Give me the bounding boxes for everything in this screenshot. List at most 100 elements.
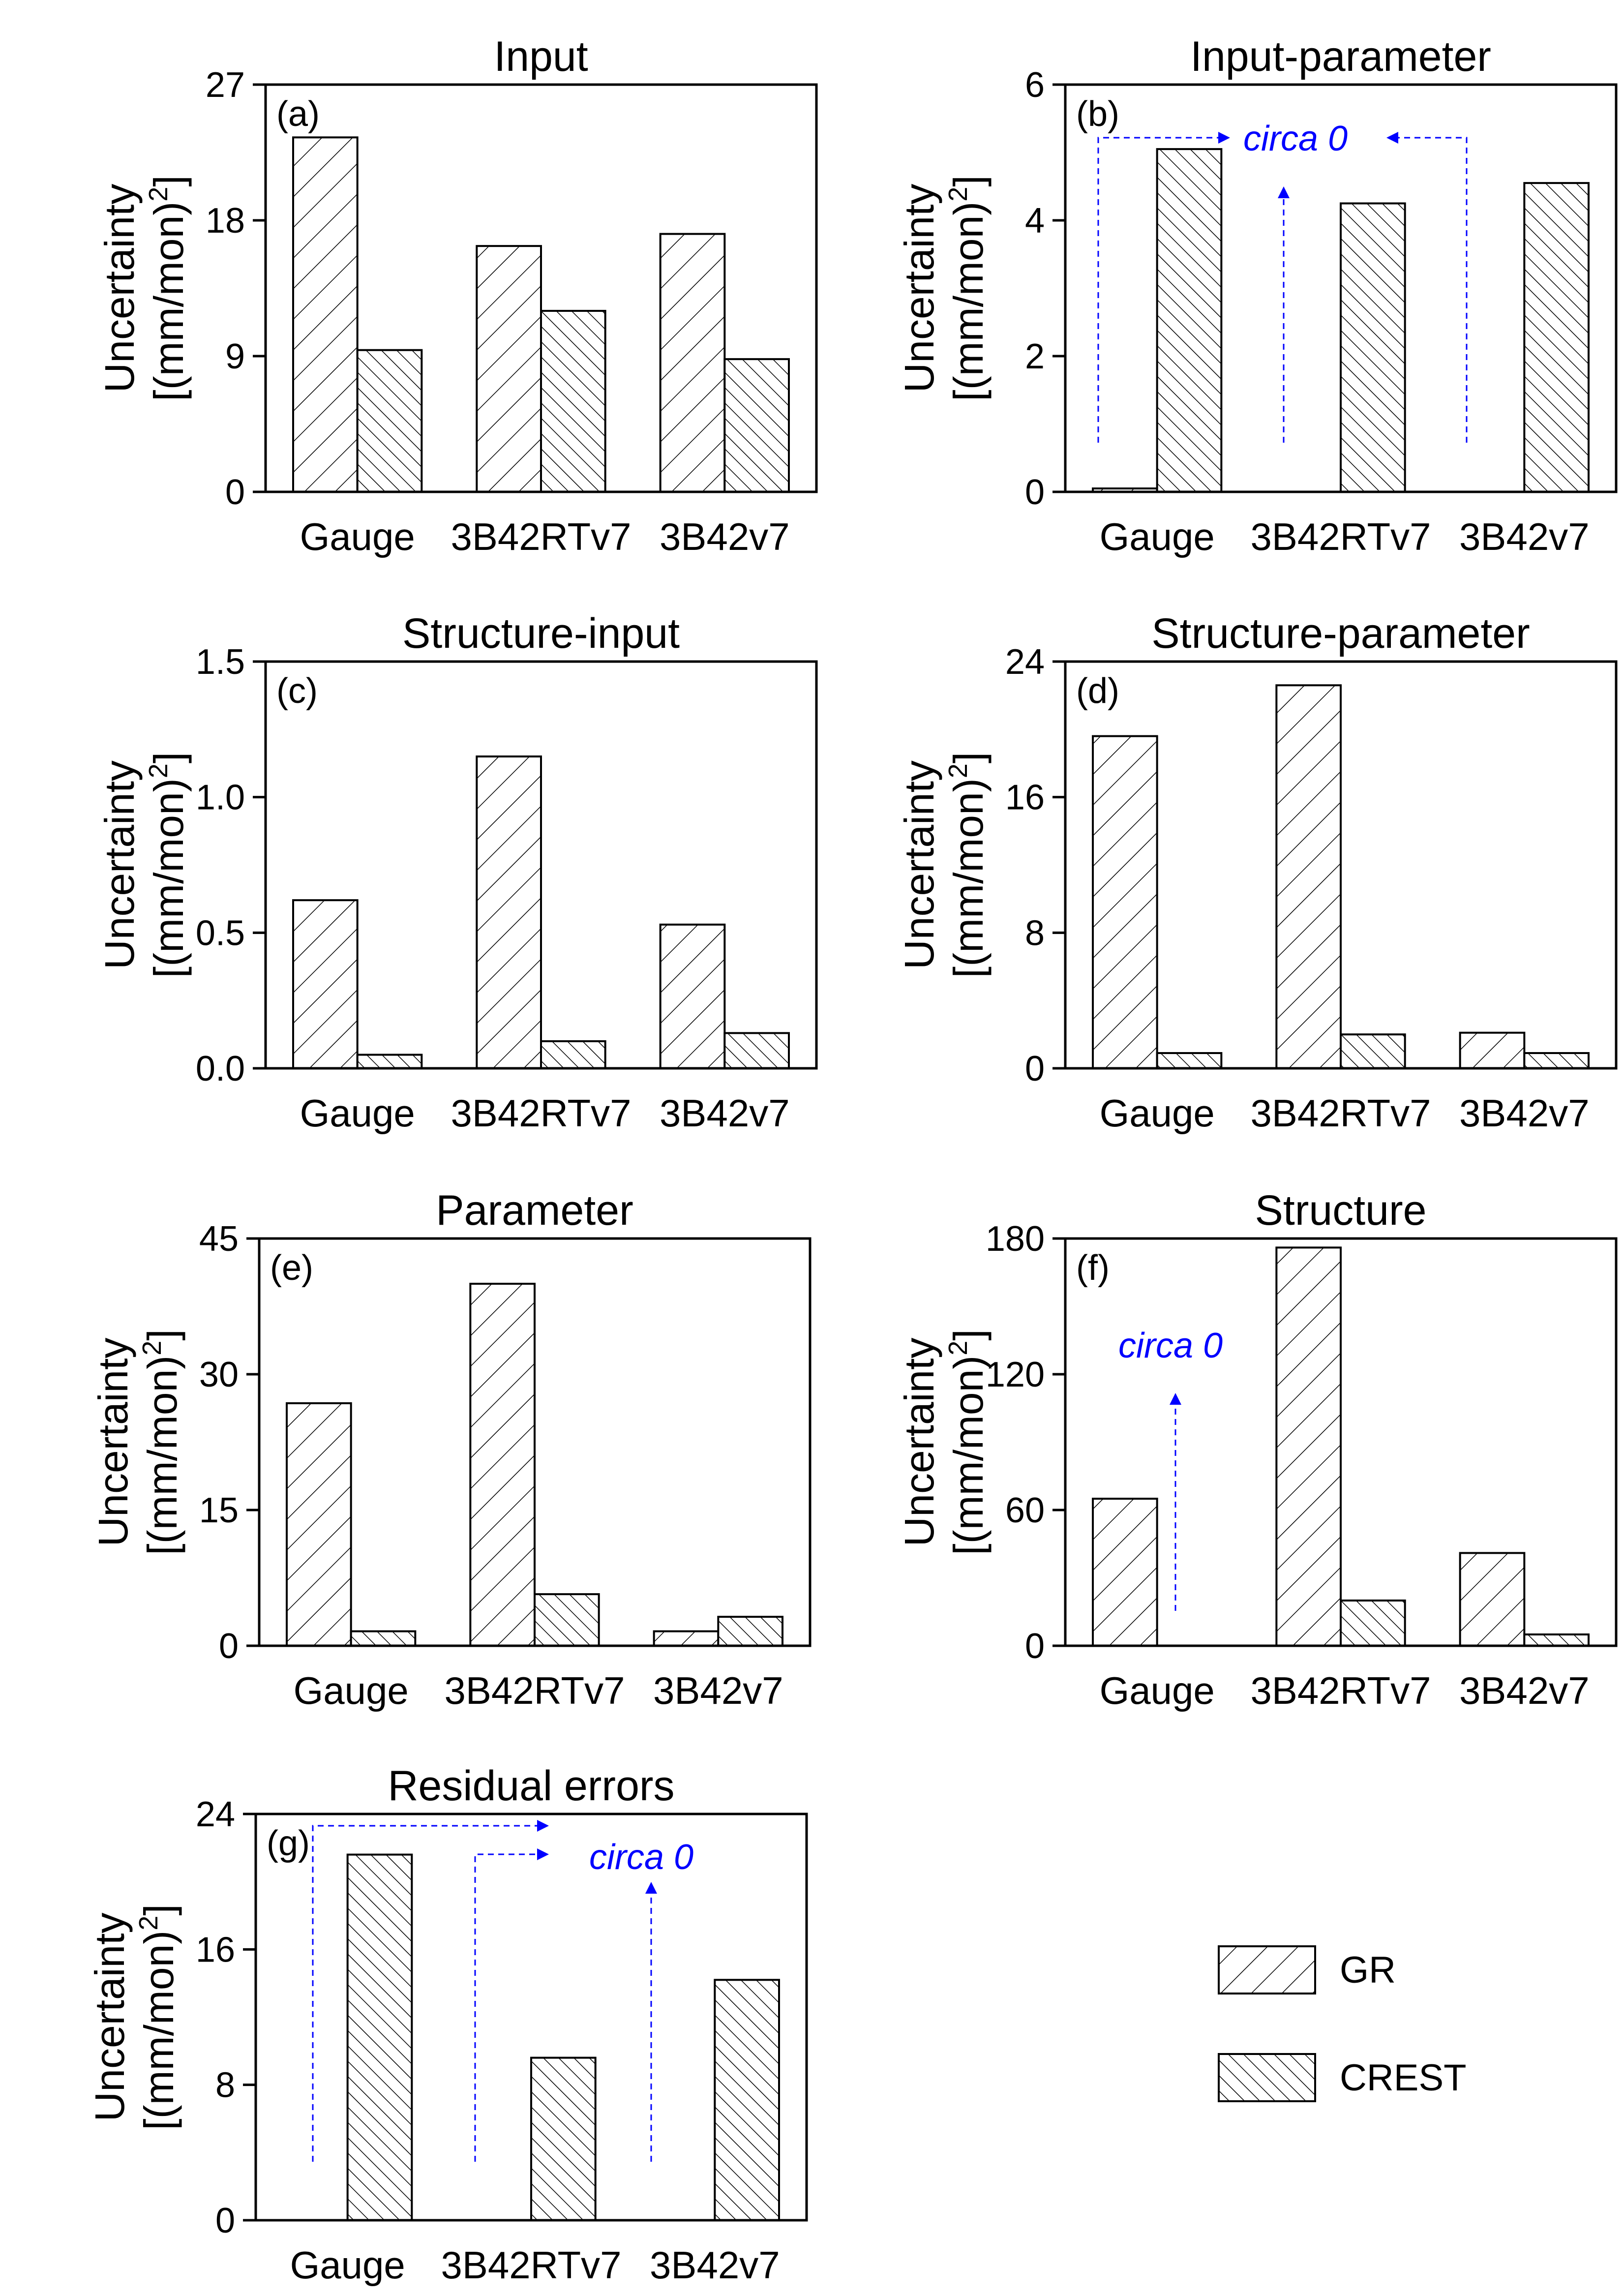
bar-gr-gauge bbox=[292, 136, 359, 493]
y-tick-label: 60 bbox=[1005, 1491, 1045, 1530]
bar-crest-3b42rtv7 bbox=[1340, 1600, 1406, 1647]
y-units-exponent: 2 bbox=[943, 187, 973, 202]
y-axis-label: Uncertainty bbox=[87, 1913, 133, 2122]
plot-frame bbox=[1064, 83, 1618, 493]
y-axis-units: [(mm/mon)2] bbox=[134, 1904, 182, 2130]
y-tick-label: 0 bbox=[1025, 1627, 1045, 1666]
bar-gr-3b42v7 bbox=[653, 1630, 720, 1647]
bar-gr-3b42rtv7 bbox=[476, 755, 542, 1069]
bar-gr-3b42v7 bbox=[659, 923, 726, 1069]
y-tick-label: 18 bbox=[206, 201, 245, 241]
chart-title: Input bbox=[494, 33, 588, 80]
x-tick-label: 3B42v7 bbox=[650, 2243, 780, 2287]
x-tick-label: Gauge bbox=[300, 515, 415, 558]
x-tick-label: Gauge bbox=[300, 1091, 415, 1135]
bar-gr-gauge bbox=[1092, 1498, 1158, 1647]
chart-panel-e: Gauge 3B42RTv7 3B42v7 0 15 30 45 Parameter (e) Un… bbox=[90, 1187, 812, 1712]
annotation-arrow bbox=[312, 1820, 549, 2162]
y-units-base: [(mm/mon) bbox=[139, 1356, 185, 1555]
y-units-bracket: ] bbox=[139, 1329, 185, 1340]
y-tick-label: 0.0 bbox=[196, 1049, 245, 1088]
annotation-note: circa 0 bbox=[1243, 119, 1348, 158]
legend-label-gr: GR bbox=[1340, 1949, 1396, 1991]
y-axis-units: [(mm/mon)2] bbox=[943, 752, 992, 978]
y-tick-label: 45 bbox=[199, 1219, 239, 1259]
x-tick-label: 3B42RTv7 bbox=[444, 1669, 625, 1712]
y-units-bracket: ] bbox=[136, 1904, 182, 1915]
y-units-exponent: 2 bbox=[144, 187, 173, 202]
y-tick-label: 15 bbox=[199, 1491, 239, 1530]
plot-frame bbox=[264, 660, 818, 1070]
y-tick-label: 0 bbox=[219, 1627, 239, 1666]
y-units-base: [(mm/mon) bbox=[146, 778, 192, 978]
y-tick-label: 24 bbox=[1005, 642, 1045, 682]
y-tick-label: 120 bbox=[986, 1355, 1045, 1394]
y-axis-label: Uncertainty bbox=[896, 760, 942, 969]
y-axis-label: Uncertainty bbox=[90, 1338, 136, 1547]
bar-crest-gauge bbox=[346, 1853, 413, 2222]
legend-label-crest: CREST bbox=[1340, 2057, 1467, 2099]
bar-crest-3b42rtv7 bbox=[530, 2056, 597, 2222]
y-axis-units: [(mm/mon)2] bbox=[943, 1329, 992, 1555]
bar-crest-3b42rtv7 bbox=[1340, 202, 1406, 493]
y-tick-label: 1.5 bbox=[196, 642, 245, 682]
y-tick-label: 0.5 bbox=[196, 913, 245, 953]
annotation-arrow bbox=[474, 1848, 549, 2162]
y-axis-units: [(mm/mon)2] bbox=[137, 1329, 185, 1555]
chart-panel-c: Gauge 3B42RTv7 3B42v7 0.0 0.5 1.0 1.5 Structure… bbox=[96, 610, 818, 1135]
y-units-exponent: 2 bbox=[943, 763, 973, 778]
y-tick-label: 0 bbox=[1025, 1049, 1045, 1088]
x-tick-label: 3B42RTv7 bbox=[1250, 515, 1431, 558]
y-units-base: [(mm/mon) bbox=[945, 778, 992, 978]
chart-title: Parameter bbox=[436, 1187, 633, 1234]
bar-gr-gauge bbox=[1092, 735, 1158, 1070]
bar-gr-3b42rtv7 bbox=[469, 1283, 536, 1647]
y-tick-label: 180 bbox=[986, 1219, 1045, 1259]
chart-title: Structure bbox=[1255, 1187, 1427, 1234]
bar-crest-gauge bbox=[356, 1054, 423, 1070]
bar-crest-gauge bbox=[356, 349, 423, 493]
y-axis-units: [(mm/mon)2] bbox=[943, 175, 992, 401]
panel-label: (e) bbox=[270, 1248, 313, 1288]
x-tick-label: 3B42RTv7 bbox=[1250, 1091, 1431, 1135]
x-tick-label: 3B42RTv7 bbox=[451, 1091, 631, 1135]
y-tick-label: 9 bbox=[225, 337, 245, 376]
y-units-exponent: 2 bbox=[137, 1341, 167, 1356]
panel-label: (g) bbox=[267, 1824, 310, 1863]
x-tick-label: 3B42v7 bbox=[660, 1091, 790, 1135]
x-tick-label: Gauge bbox=[1100, 515, 1215, 558]
bar-crest-gauge bbox=[350, 1630, 417, 1647]
y-units-bracket: ] bbox=[146, 752, 192, 763]
y-tick-label: 6 bbox=[1025, 65, 1045, 105]
y-units-base: [(mm/mon) bbox=[136, 1931, 182, 2130]
plot-frame bbox=[1064, 660, 1618, 1070]
y-tick-label: 2 bbox=[1025, 337, 1045, 376]
y-units-exponent: 2 bbox=[943, 1341, 973, 1356]
bar-crest-3b42v7 bbox=[1523, 182, 1590, 493]
legend: GR CREST bbox=[1218, 1945, 1467, 2102]
chart-panel-a: Gauge 3B42RTv7 3B42v7 0 9 18 27 Input (a) Uncerta… bbox=[96, 33, 818, 558]
y-units-exponent: 2 bbox=[144, 763, 173, 778]
bar-gr-gauge bbox=[292, 899, 359, 1069]
y-tick-label: 8 bbox=[215, 2066, 235, 2105]
x-tick-label: Gauge bbox=[294, 1669, 409, 1712]
chart-panel-d: Gauge 3B42RTv7 3B42v7 0 8 16 24 Structure-param… bbox=[896, 610, 1618, 1135]
plot-frame bbox=[254, 1813, 808, 2222]
annotation-arrow bbox=[1097, 132, 1230, 443]
chart-title: Structure-parameter bbox=[1151, 610, 1530, 657]
legend-swatch-crest bbox=[1218, 2053, 1316, 2102]
bar-crest-3b42rtv7 bbox=[540, 310, 606, 493]
panel-label: (c) bbox=[276, 671, 318, 711]
x-tick-label: 3B42RTv7 bbox=[1250, 1669, 1431, 1712]
bar-crest-gauge bbox=[1156, 1052, 1223, 1070]
bar-gr-gauge bbox=[286, 1402, 352, 1647]
panel-label: (a) bbox=[276, 94, 320, 134]
y-units-bracket: ] bbox=[146, 175, 192, 186]
bar-crest-3b42rtv7 bbox=[540, 1040, 606, 1070]
annotation-note: circa 0 bbox=[1118, 1326, 1223, 1365]
bar-gr-3b42rtv7 bbox=[1275, 684, 1342, 1070]
bar-gr-3b42v7 bbox=[1459, 1031, 1526, 1069]
plot-frame bbox=[1064, 1237, 1618, 1647]
bar-crest-3b42v7 bbox=[1523, 1052, 1590, 1070]
